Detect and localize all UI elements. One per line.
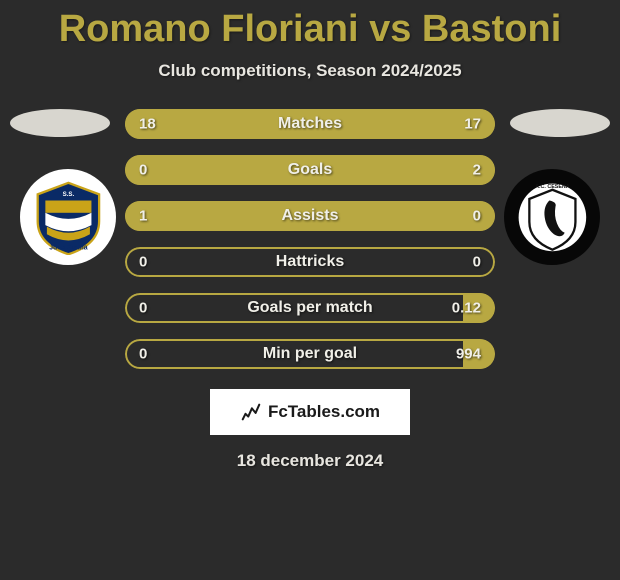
fctables-watermark: FcTables.com xyxy=(210,389,410,435)
stat-left-value: 0 xyxy=(139,346,147,363)
stat-label: Goals per match xyxy=(247,299,372,317)
stat-left-value: 0 xyxy=(139,162,147,179)
stat-bar-row: 18 Matches 17 xyxy=(125,109,495,139)
stat-label: Min per goal xyxy=(263,345,357,363)
stat-label: Goals xyxy=(288,161,332,179)
svg-text:Juve Stabia: Juve Stabia xyxy=(49,244,88,251)
stat-bar-row: 0 Hattricks 0 xyxy=(125,247,495,277)
watermark-text: FcTables.com xyxy=(268,402,380,422)
stat-bars-container: 18 Matches 17 0 Goals 2 1 Assists 0 0 Hattricks 0 0 G… xyxy=(125,109,495,369)
stat-right-value: 0 xyxy=(473,208,481,225)
comparison-title: Romano Floriani vs Bastoni xyxy=(0,0,620,51)
left-ellipse-decoration xyxy=(10,109,110,137)
left-club-badge: S.S. Juve Stabia xyxy=(20,169,116,265)
stat-label: Assists xyxy=(282,207,339,225)
svg-text:A.C. CESENA: A.C. CESENA xyxy=(535,184,570,190)
fctables-logo-icon xyxy=(240,401,262,423)
stat-right-value: 2 xyxy=(473,162,481,179)
stat-right-value: 17 xyxy=(464,116,481,133)
stat-left-value: 0 xyxy=(139,254,147,271)
stat-bar-row: 0 Goals per match 0.12 xyxy=(125,293,495,323)
stat-bar-row: 0 Goals 2 xyxy=(125,155,495,185)
stat-left-value: 0 xyxy=(139,300,147,317)
juve-stabia-crest-icon: S.S. Juve Stabia xyxy=(30,179,107,256)
right-ellipse-decoration xyxy=(510,109,610,137)
snapshot-date: 18 december 2024 xyxy=(0,451,620,471)
right-club-badge: A.C. CESENA xyxy=(504,169,600,265)
cesena-crest-icon: A.C. CESENA xyxy=(514,179,591,256)
stat-right-value: 994 xyxy=(456,346,481,363)
stat-label: Hattricks xyxy=(276,253,344,271)
comparison-subtitle: Club competitions, Season 2024/2025 xyxy=(0,61,620,81)
stat-right-value: 0 xyxy=(473,254,481,271)
comparison-stage: S.S. Juve Stabia A.C. CESENA 18 Matches 17… xyxy=(0,109,620,369)
stat-left-value: 1 xyxy=(139,208,147,225)
stat-bar-row: 1 Assists 0 xyxy=(125,201,495,231)
stat-right-value: 0.12 xyxy=(452,300,481,317)
stat-left-value: 18 xyxy=(139,116,156,133)
svg-text:S.S.: S.S. xyxy=(62,190,74,197)
stat-bar-row: 0 Min per goal 994 xyxy=(125,339,495,369)
stat-label: Matches xyxy=(278,115,342,133)
